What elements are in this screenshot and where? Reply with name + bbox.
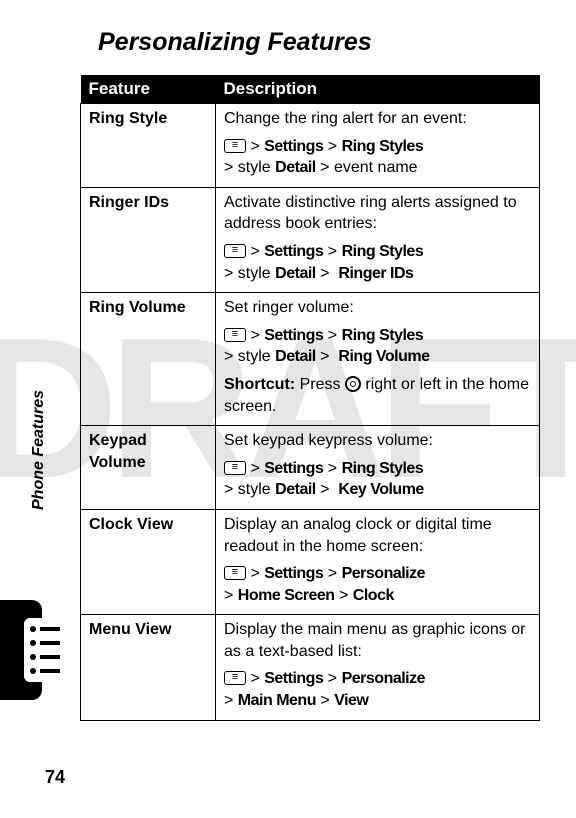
path-detail: Detail <box>275 159 316 176</box>
shortcut-label: Shortcut: <box>224 376 295 393</box>
path-ringer-ids: Ringer IDs <box>338 265 413 282</box>
menu-icon <box>224 461 246 475</box>
path-ring-styles: Ring Styles <box>342 460 424 477</box>
feature-name: Clock View <box>81 509 216 614</box>
menu-icon <box>224 139 246 153</box>
table-row: Menu View Display the main menu as graph… <box>81 615 540 720</box>
intro-text: Display the main menu as graphic icons o… <box>224 619 531 662</box>
feature-desc: Set ringer volume: > Settings > Ring Sty… <box>216 293 540 426</box>
menu-path: > Settings > Ring Styles > style Detail … <box>224 458 531 501</box>
feature-desc: Activate distinctive ring alerts assigne… <box>216 187 540 292</box>
path-ring-styles: Ring Styles <box>342 138 424 155</box>
tab-graphic <box>0 600 70 700</box>
table-row: Ring Style Change the ring alert for an … <box>81 104 540 188</box>
path-personalize: Personalize <box>342 670 425 687</box>
intro-text: Display an analog clock or digital time … <box>224 514 531 557</box>
path-event: event name <box>334 159 418 176</box>
feature-name: Keypad Volume <box>81 426 216 510</box>
page-content: Personalizing Features Feature Descripti… <box>0 0 576 741</box>
menu-path: > Settings > Ring Styles > style Detail … <box>224 241 531 284</box>
menu-icon <box>224 244 246 258</box>
path-ring-volume: Ring Volume <box>338 348 429 365</box>
path-key-volume: Key Volume <box>338 481 423 498</box>
feature-desc: Display the main menu as graphic icons o… <box>216 615 540 720</box>
path-main-menu: Main Menu <box>238 692 316 709</box>
feature-name: Ringer IDs <box>81 187 216 292</box>
path-ring-styles: Ring Styles <box>342 243 424 260</box>
path-detail: Detail <box>275 481 316 498</box>
menu-path: > Settings > Ring Styles > style Detail … <box>224 136 531 179</box>
table-header-row: Feature Description <box>81 75 540 104</box>
path-style: style <box>238 481 271 498</box>
path-detail: Detail <box>275 265 316 282</box>
header-feature: Feature <box>81 75 216 104</box>
dpad-icon <box>345 376 361 392</box>
path-settings: Settings <box>264 243 323 260</box>
table-row: Keypad Volume Set keypad keypress volume… <box>81 426 540 510</box>
menu-icon <box>224 671 246 685</box>
table-row: Clock View Display an analog clock or di… <box>81 509 540 614</box>
shortcut-pre: Press <box>300 376 341 393</box>
path-settings: Settings <box>264 565 323 582</box>
features-table: Feature Description Ring Style Change th… <box>80 75 540 721</box>
feature-name: Menu View <box>81 615 216 720</box>
table-row: Ringer IDs Activate distinctive ring ale… <box>81 187 540 292</box>
feature-name: Ring Style <box>81 104 216 188</box>
page-number: 74 <box>45 767 65 788</box>
feature-desc: Display an analog clock or digital time … <box>216 509 540 614</box>
table-row: Ring Volume Set ringer volume: > Setting… <box>81 293 540 426</box>
path-personalize: Personalize <box>342 565 425 582</box>
path-settings: Settings <box>264 138 323 155</box>
feature-desc: Set keypad keypress volume: > Settings >… <box>216 426 540 510</box>
intro-text: Set keypad keypress volume: <box>224 430 531 452</box>
path-settings: Settings <box>264 327 323 344</box>
shortcut-text: Shortcut: Press right or left in the hom… <box>224 374 531 417</box>
menu-icon <box>224 566 246 580</box>
path-style: style <box>238 348 271 365</box>
intro-text: Set ringer volume: <box>224 297 531 319</box>
feature-desc: Change the ring alert for an event: > Se… <box>216 104 540 188</box>
page-title: Personalizing Features <box>98 28 536 57</box>
menu-path: > Settings > Personalize > Home Screen >… <box>224 563 531 606</box>
intro-text: Change the ring alert for an event: <box>224 108 531 130</box>
menu-icon <box>224 328 246 342</box>
header-description: Description <box>216 75 540 104</box>
path-settings: Settings <box>264 460 323 477</box>
path-home-screen: Home Screen <box>238 587 335 604</box>
menu-path: > Settings > Personalize > Main Menu > V… <box>224 668 531 711</box>
path-ring-styles: Ring Styles <box>342 327 424 344</box>
path-style: style <box>238 265 271 282</box>
intro-text: Activate distinctive ring alerts assigne… <box>224 192 531 235</box>
feature-name: Ring Volume <box>81 293 216 426</box>
path-settings: Settings <box>264 670 323 687</box>
tab-list-icon <box>30 626 60 674</box>
path-clock: Clock <box>353 587 394 604</box>
path-detail: Detail <box>275 348 316 365</box>
menu-path: > Settings > Ring Styles > style Detail … <box>224 325 531 368</box>
path-style: style <box>238 159 271 176</box>
path-view: View <box>334 692 368 709</box>
